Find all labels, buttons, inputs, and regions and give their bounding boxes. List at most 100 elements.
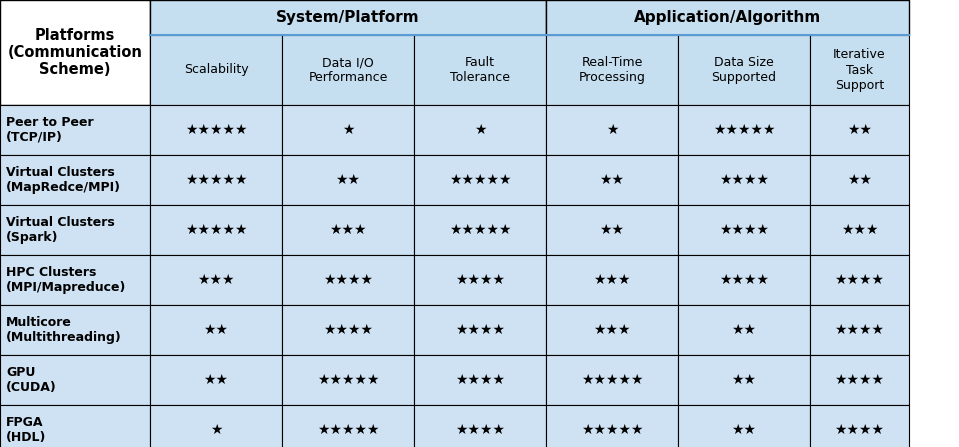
Bar [0,255,150,305]
Bar [810,205,909,255]
Text: Virtual Clusters
(MapRedce/MPI): Virtual Clusters (MapRedce/MPI) [6,166,121,194]
Text: Fault
Tolerance: Fault Tolerance [450,56,510,84]
Bar [678,205,810,255]
Bar [150,205,282,255]
Bar [282,405,414,447]
Text: ★★★★★: ★★★★★ [316,373,379,387]
Bar [546,205,678,255]
Text: ★★: ★★ [599,173,624,187]
Text: Real-Time
Processing: Real-Time Processing [578,56,645,84]
Text: ★★: ★★ [599,223,624,237]
Text: Application/Algorithm: Application/Algorithm [634,10,821,25]
Bar [150,255,282,305]
Bar [282,35,414,105]
Text: FPGA
(HDL): FPGA (HDL) [6,416,46,444]
Text: ★★: ★★ [847,173,872,187]
Bar [150,105,282,155]
Bar [546,155,678,205]
Text: ★: ★ [606,123,619,137]
Bar [678,105,810,155]
Text: ★★★★: ★★★★ [455,323,505,337]
Bar [678,35,810,105]
Bar [546,0,909,35]
Bar [678,355,810,405]
Bar [810,405,909,447]
Bar [0,105,150,155]
Text: Peer to Peer
(TCP/IP): Peer to Peer (TCP/IP) [6,116,94,144]
Bar [282,105,414,155]
Text: Platforms
(Communication
Scheme): Platforms (Communication Scheme) [8,28,143,77]
Text: ★★★★: ★★★★ [455,373,505,387]
Bar [678,305,810,355]
Text: ★★★★★: ★★★★★ [449,223,511,237]
Bar [810,155,909,205]
Text: ★★★★: ★★★★ [719,173,769,187]
Bar [810,255,909,305]
Bar [414,255,546,305]
Text: System/Platform: System/Platform [276,10,420,25]
Text: ★: ★ [474,123,486,137]
Bar [414,355,546,405]
Bar [0,155,150,205]
Text: ★★★★: ★★★★ [834,323,884,337]
Bar [678,405,810,447]
Text: ★★★★: ★★★★ [834,273,884,287]
Text: ★★: ★★ [732,373,757,387]
Bar [414,35,546,105]
Text: ★★★: ★★★ [329,223,366,237]
Bar [678,155,810,205]
Text: ★★★★: ★★★★ [719,273,769,287]
Text: ★: ★ [341,123,354,137]
Text: ★★: ★★ [732,423,757,437]
Text: ★★★★★: ★★★★★ [185,223,247,237]
Bar [546,355,678,405]
Bar [282,305,414,355]
Bar [414,105,546,155]
Bar [546,35,678,105]
Bar [414,205,546,255]
Bar [810,305,909,355]
Bar [282,355,414,405]
Text: ★★★★★: ★★★★★ [185,173,247,187]
Bar [810,35,909,105]
Text: ★★★: ★★★ [198,273,235,287]
Bar [282,255,414,305]
Bar [150,0,546,35]
Text: ★★: ★★ [847,123,872,137]
Text: HPC Clusters
(MPI/Mapreduce): HPC Clusters (MPI/Mapreduce) [6,266,127,294]
Text: ★★: ★★ [732,323,757,337]
Bar [414,305,546,355]
Bar [0,355,150,405]
Bar [0,0,150,105]
Bar [282,205,414,255]
Bar [546,405,678,447]
Text: Scalability: Scalability [184,63,248,76]
Bar [150,35,282,105]
Bar [546,255,678,305]
Bar [414,405,546,447]
Text: Data I/O
Performance: Data I/O Performance [308,56,387,84]
Text: ★: ★ [210,423,222,437]
Bar [0,405,150,447]
Text: ★★★★★: ★★★★★ [581,423,643,437]
Text: ★★★★: ★★★★ [455,423,505,437]
Text: ★★: ★★ [336,173,361,187]
Bar [810,355,909,405]
Bar [546,105,678,155]
Text: ★★★: ★★★ [594,323,631,337]
Bar [0,205,150,255]
Bar [282,155,414,205]
Bar [546,305,678,355]
Text: ★★★★: ★★★★ [455,273,505,287]
Bar [150,355,282,405]
Bar [678,255,810,305]
Text: ★★: ★★ [203,323,228,337]
Text: ★★★: ★★★ [594,273,631,287]
Text: ★★: ★★ [203,373,228,387]
Text: Multicore
(Multithreading): Multicore (Multithreading) [6,316,122,344]
Text: ★★★★: ★★★★ [719,223,769,237]
Text: ★★★★: ★★★★ [834,423,884,437]
Text: ★★★★★: ★★★★★ [185,123,247,137]
Bar [0,305,150,355]
Text: ★★★★★: ★★★★★ [713,123,775,137]
